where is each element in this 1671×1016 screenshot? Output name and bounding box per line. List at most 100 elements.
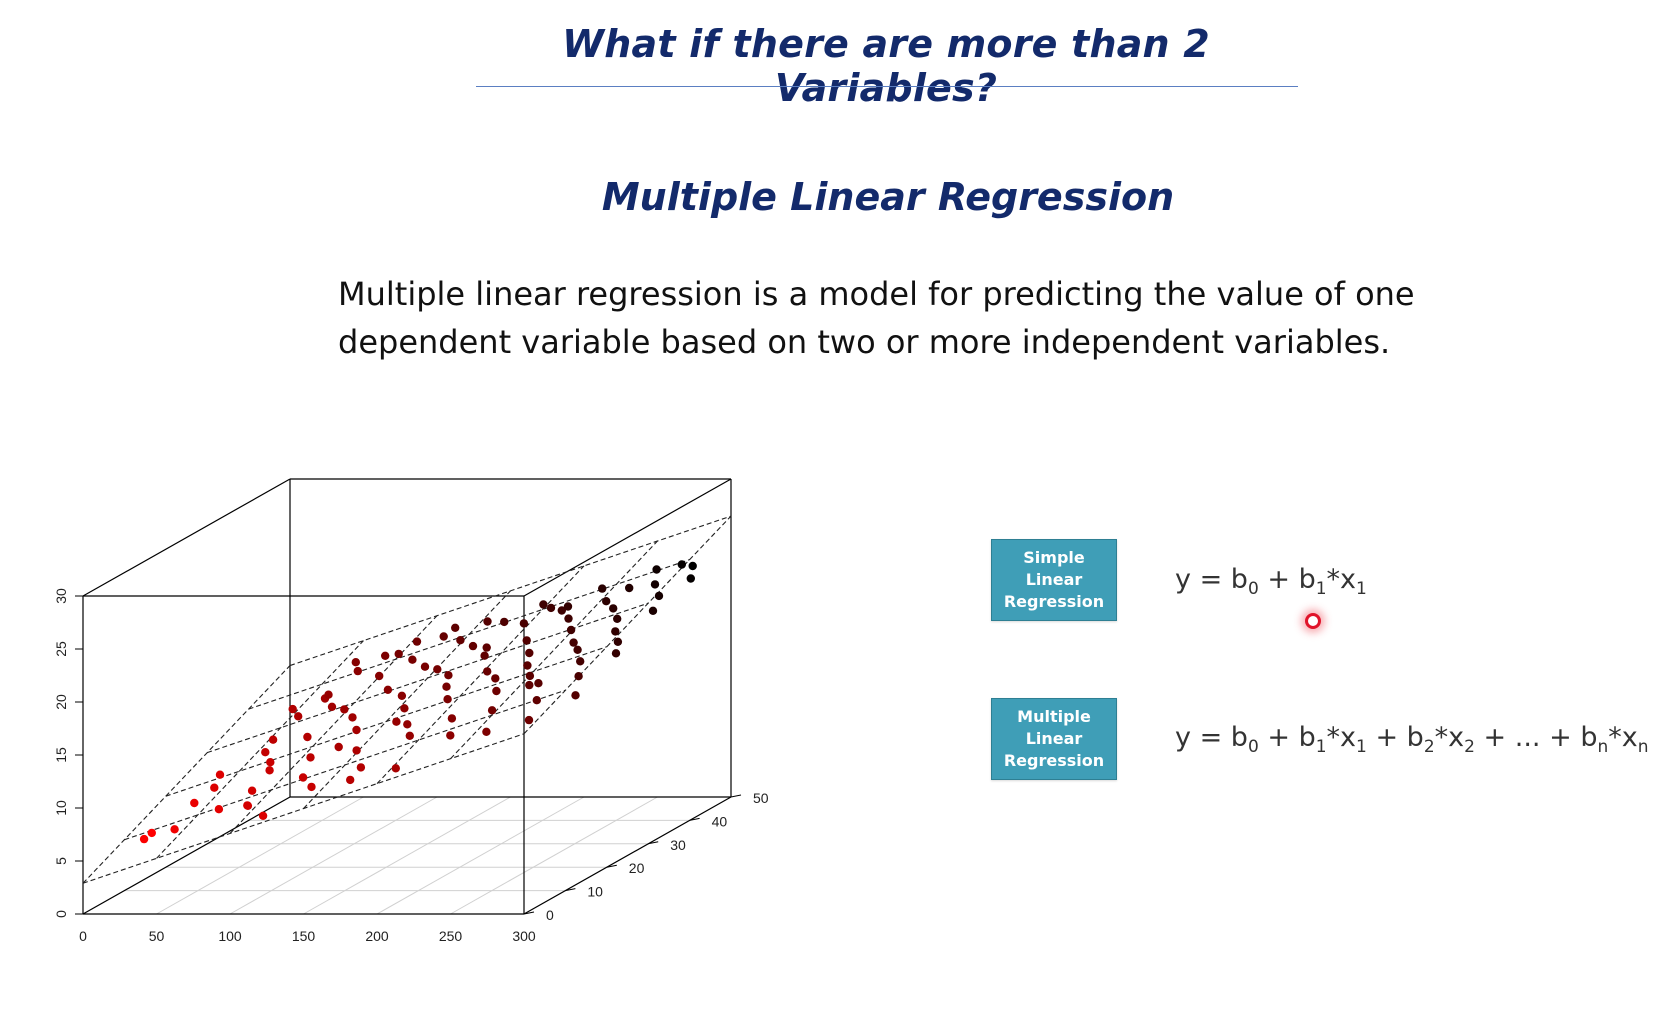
plot-box [82,478,732,915]
regression-plane [82,515,732,884]
data-point [569,638,578,647]
data-point [524,715,534,725]
data-point [420,662,430,671]
data-point [403,720,412,729]
data-point [258,811,268,820]
simple-label-line: Linear [1025,570,1083,589]
data-point [482,643,491,652]
y-tick-label: 50 [753,790,769,806]
data-point [266,758,275,767]
data-point [247,786,257,795]
data-point [525,680,534,690]
definition-line-2: dependent variable based on two or more … [338,323,1391,361]
simple-regression-equation: y = b0 + b1*x1 [1175,564,1367,599]
data-point [442,682,451,691]
data-point [564,614,573,623]
data-point [519,619,529,628]
data-point [492,686,501,696]
plane-mesh-line [289,515,732,667]
definition-line-1: Multiple linear regression is a model fo… [338,275,1415,313]
simple-label-line: Simple [1023,548,1085,567]
data-point [147,828,156,838]
data-point [412,637,422,646]
plane-mesh-line [82,733,525,884]
data-point [482,727,491,736]
y-tick-mark [730,794,742,798]
data-point [574,672,583,681]
x-tick-label: 50 [149,928,165,944]
data-point [351,658,360,667]
title-underline [476,86,1298,87]
data-point [546,603,556,613]
data-point [303,732,312,742]
z-tick-label: 0 [53,910,69,918]
plane-mesh-line [523,515,732,735]
data-point [483,667,492,676]
data-point [686,574,695,583]
data-point [491,674,500,683]
data-point [625,583,634,593]
box-edge [82,796,291,915]
plane-mesh-line [229,615,438,834]
x-tick-label: 100 [218,928,242,944]
data-point [571,691,580,700]
data-point [408,655,417,664]
data-point [688,561,697,571]
data-point [394,649,403,659]
data-point [451,623,460,632]
plane-mesh-line [376,565,585,784]
multiple-label-line: Multiple [1017,707,1091,726]
plane-mesh-line [156,640,364,859]
floor-grid-line [156,796,364,915]
data-point [294,712,303,721]
data-point [139,834,149,844]
data-point [348,713,357,722]
simple-linear-regression-label: Simple Linear Regression [991,539,1117,621]
data-point [375,671,384,681]
data-point [214,805,224,814]
data-point [652,565,661,574]
data-point [381,651,390,660]
y-tick-label: 20 [629,860,645,876]
data-point [613,637,623,646]
data-point [654,591,664,601]
multiple-label-line: Regression [1003,751,1105,770]
floor-grid-line [376,796,585,915]
x-tick-label: 250 [439,928,463,944]
data-point [307,782,316,792]
data-point [487,706,497,715]
z-tick-label: 10 [53,800,69,816]
data-point [298,773,308,782]
data-point [265,766,274,775]
slide-subtitle: Multiple Linear Regression [601,175,1175,219]
data-point [356,763,366,772]
multiple-regression-equation: y = b0 + b1*x1 + b2*x2 + ... + bn*xn [1175,722,1649,757]
data-point [446,731,455,740]
floor-grid-line [303,796,511,915]
data-point [523,661,532,670]
slide-title: What if there are more than 2 Variables? [562,22,1210,110]
data-point [609,604,618,613]
x-tick-label: 200 [365,928,389,944]
data-point [532,696,541,705]
data-point [539,600,548,609]
data-point [468,641,478,651]
data-point [190,798,199,808]
data-point [352,746,361,755]
data-point [650,580,660,589]
data-point [383,685,393,694]
data-point [405,731,414,740]
y-tick-label: 30 [670,837,686,853]
data-point [602,597,611,606]
floor-grid-line [450,796,658,915]
y-tick-mark [648,841,659,845]
data-point [573,645,582,654]
data-point [353,666,362,676]
data-point [500,617,509,627]
data-point [346,775,355,785]
data-point [288,704,297,714]
plane-mesh-line [248,559,690,710]
data-point [483,617,492,626]
data-point [613,614,622,623]
data-point [677,560,686,569]
